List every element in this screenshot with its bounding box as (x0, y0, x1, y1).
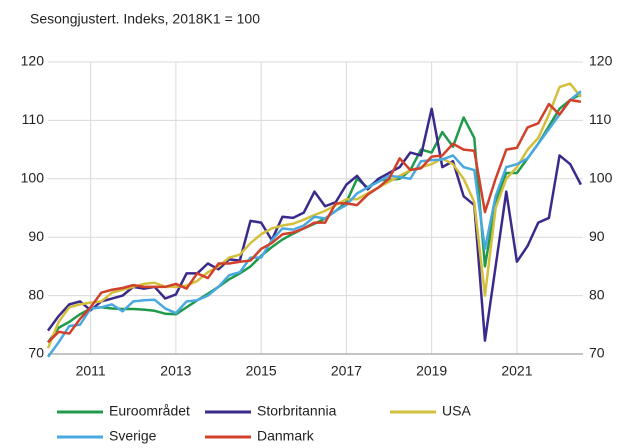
chart-subtitle: Sesongjustert. Indeks, 2018K1 = 100 (30, 11, 260, 27)
y-tick-label: 80 (28, 286, 44, 302)
x-tick-label: 2015 (246, 363, 277, 379)
x-tick-label: 2013 (160, 363, 191, 379)
y2-tick-label: 90 (589, 228, 605, 244)
series-line (46, 90, 582, 358)
legend-label: Storbritannia (257, 403, 337, 419)
series-line (47, 98, 582, 344)
y-tick-label: 70 (28, 345, 44, 361)
y-tick-label: 90 (28, 228, 44, 244)
x-tick-label: 2011 (76, 363, 106, 379)
x-tick-label: 2019 (416, 363, 447, 379)
y2-tick-label: 80 (589, 286, 605, 302)
series-line (46, 107, 582, 342)
legend-label: Euroområdet (109, 403, 190, 419)
y2-tick-label: 110 (589, 111, 612, 127)
y-tick-label: 110 (22, 111, 45, 127)
y2-tick-label: 70 (589, 345, 605, 361)
y-tick-label: 120 (21, 53, 45, 69)
legend-label: USA (442, 403, 471, 419)
legend-label: Sverige (109, 428, 157, 444)
y2-tick-label: 120 (589, 53, 613, 69)
y-tick-label: 100 (21, 170, 45, 186)
y2-tick-label: 100 (589, 170, 613, 186)
legend-label: Danmark (257, 428, 315, 444)
x-tick-label: 2017 (331, 363, 362, 379)
x-tick-label: 2021 (501, 363, 532, 379)
